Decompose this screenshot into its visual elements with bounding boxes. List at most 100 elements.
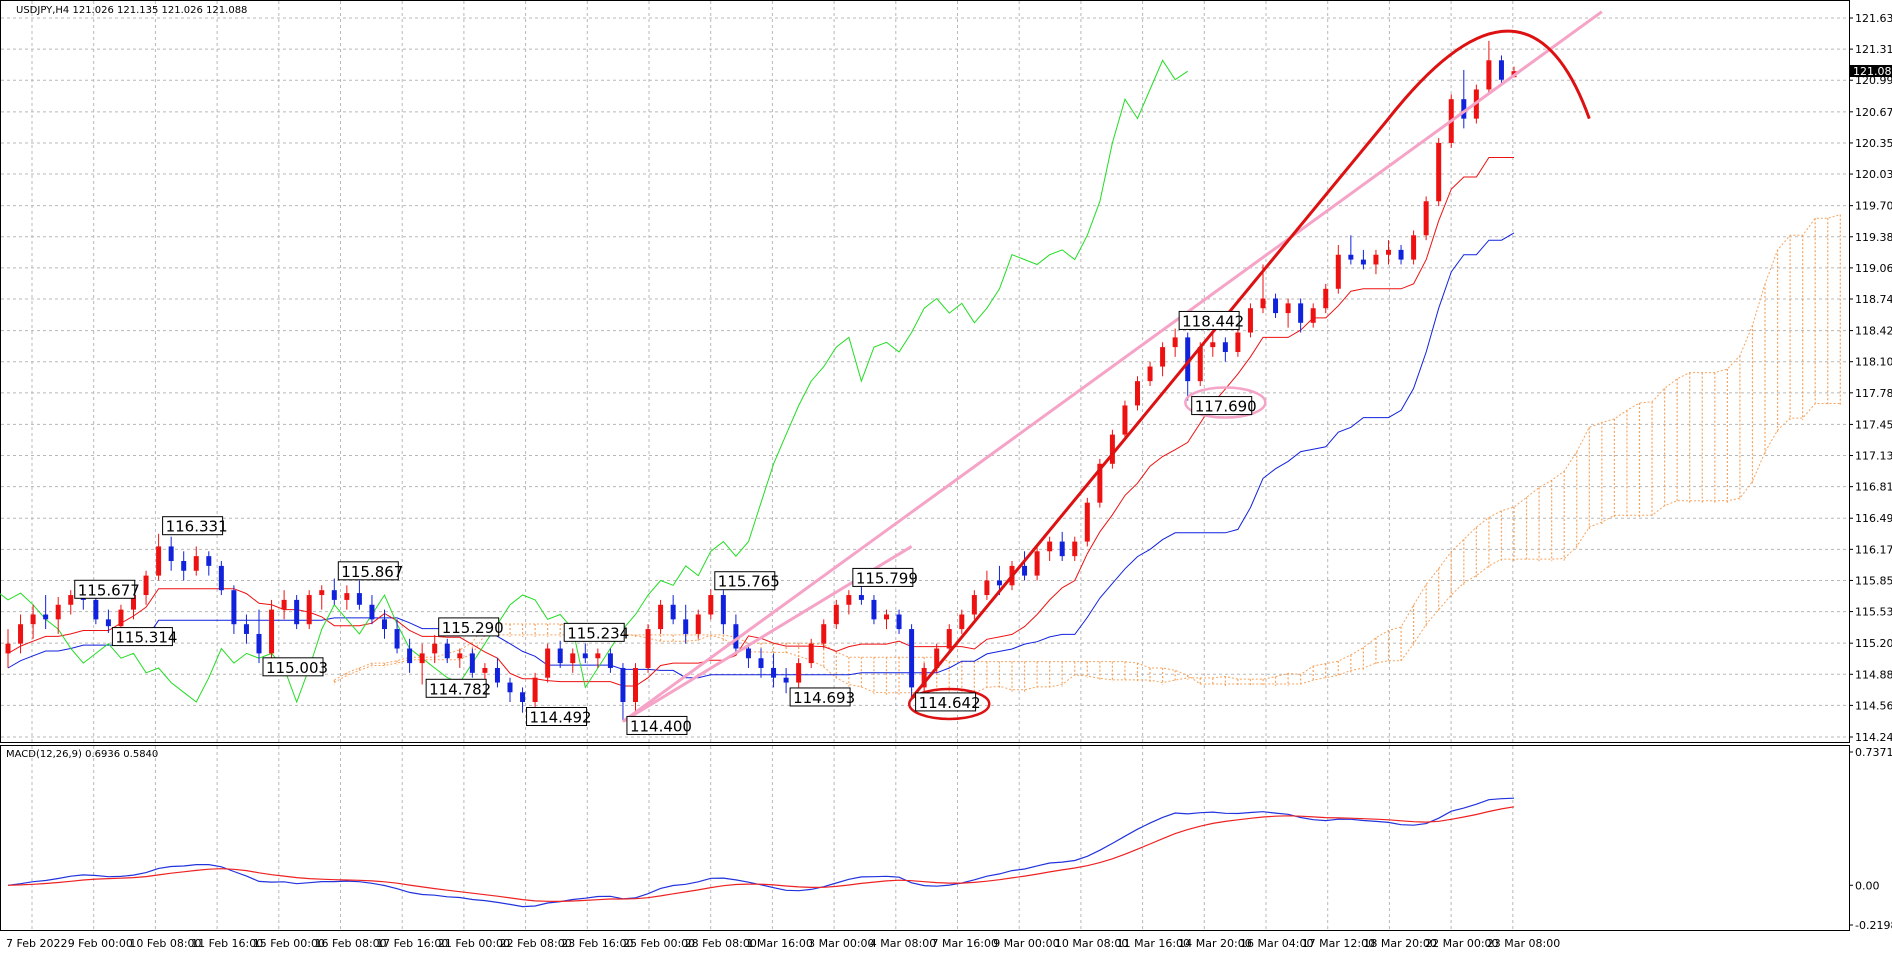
price-label-box [1178,310,1240,330]
price-tick-label: 116.490 [1855,512,1892,525]
price-label-box [162,516,224,536]
price-tick-label: 116.815 [1855,481,1892,494]
time-tick-label: 11 Mar 16:00 [1117,937,1190,950]
candle [382,609,387,639]
candle-body [545,648,551,678]
candle-body [1323,288,1329,309]
price-label-text: 115.765 [718,573,780,591]
candle-body [1097,463,1103,503]
last-price-marker: 121.088 [1850,65,1892,78]
macd-lines [7,797,1515,908]
candle-body [884,614,889,620]
candle [971,590,977,620]
price-label-text: 114.492 [530,708,592,726]
candle [1436,138,1442,207]
candle [1335,245,1341,294]
candle [444,638,450,664]
candle [218,561,224,596]
price-tick-label: 120.030 [1855,168,1892,181]
price-tick-label: 114.885 [1855,668,1892,681]
candle [871,595,877,625]
candle [582,643,588,664]
candle [168,536,174,571]
price-tick-label: 121.315 [1855,43,1892,56]
price-tick-label: 118.745 [1855,293,1892,306]
candle [733,614,739,654]
price-label: 115.677 [74,579,140,599]
candle-body [971,595,977,615]
candle-body [996,580,1002,586]
candle [306,590,312,630]
candle-body [432,643,438,654]
candle [494,658,500,688]
price-tick-label: 120.350 [1855,137,1892,150]
price-label: 115.003 [262,657,328,677]
candle [1034,546,1040,581]
candle-body [846,595,852,605]
candle [1160,342,1166,377]
candle-body [344,593,350,600]
candle [469,648,475,678]
candle-body [607,653,613,668]
candle-body [833,604,839,625]
candle-body [457,653,463,659]
price-label-text: 114.400 [630,717,692,735]
candle [1323,283,1329,314]
candle-body [43,614,49,620]
price-tick-label: 115.205 [1855,637,1892,650]
candle [821,619,827,649]
candle [1247,303,1253,338]
time-tick-label: 25 Feb 00:00 [623,937,695,950]
candle-body [131,595,136,610]
price-tick-label: 115.530 [1855,606,1892,619]
candle-body [5,643,11,654]
candle-body [281,599,287,610]
candle [407,638,413,673]
trend-arc [910,29,1591,700]
candle-body [306,595,312,625]
price-label-text: 115.314 [115,629,177,647]
candle [457,648,463,668]
candle-body [1172,337,1178,348]
candle-body [93,599,99,620]
price-label-box [563,622,625,642]
candle [1047,536,1053,562]
candle-body [394,629,400,649]
time-tick-label: 17 Feb 16:00 [376,937,448,950]
price-label-box [262,657,324,677]
main-grid [1,1,1849,742]
trend-channel-line [622,10,1603,723]
candle [1486,40,1492,95]
candle-body [871,599,877,620]
price-tick-label: 119.705 [1855,200,1892,213]
candle [758,648,764,678]
price-label: 115.314 [111,627,177,647]
candle-body [858,595,864,600]
price-label-box [789,687,851,707]
macd-axis: 0.7371 0.00 -0.2198 [1849,746,1892,932]
candle [1172,328,1178,357]
time-tick-label: 21 Feb 00:00 [438,937,510,950]
candle-body [218,565,224,591]
candle [545,643,551,683]
price-label: 114.693 [789,687,855,707]
main-pane: 116.331 115.677 115.314 115.867 115.003 115.2… [0,0,1850,743]
time-tick-label: 23 Mar 08:00 [1487,937,1560,950]
candle [281,590,287,620]
candle [93,595,99,625]
price-labels: 116.331 115.677 115.314 115.867 115.003 115.2… [74,310,1257,735]
price-label-text: 115.003 [266,659,328,677]
candle [520,687,526,713]
candle [1310,303,1316,328]
time-tick-label: 17 Mar 12:00 [1302,937,1375,950]
candle-body [1486,60,1492,90]
candle-body [444,643,450,659]
candle [1210,332,1216,357]
macd-tick-label: -0.2198 [1855,919,1892,932]
candle-body [243,624,249,634]
price-label: 115.765 [714,571,780,591]
candle-body [1273,298,1279,314]
candle [1222,337,1228,362]
time-tick-label: 22 Mar 00:00 [1425,937,1498,950]
